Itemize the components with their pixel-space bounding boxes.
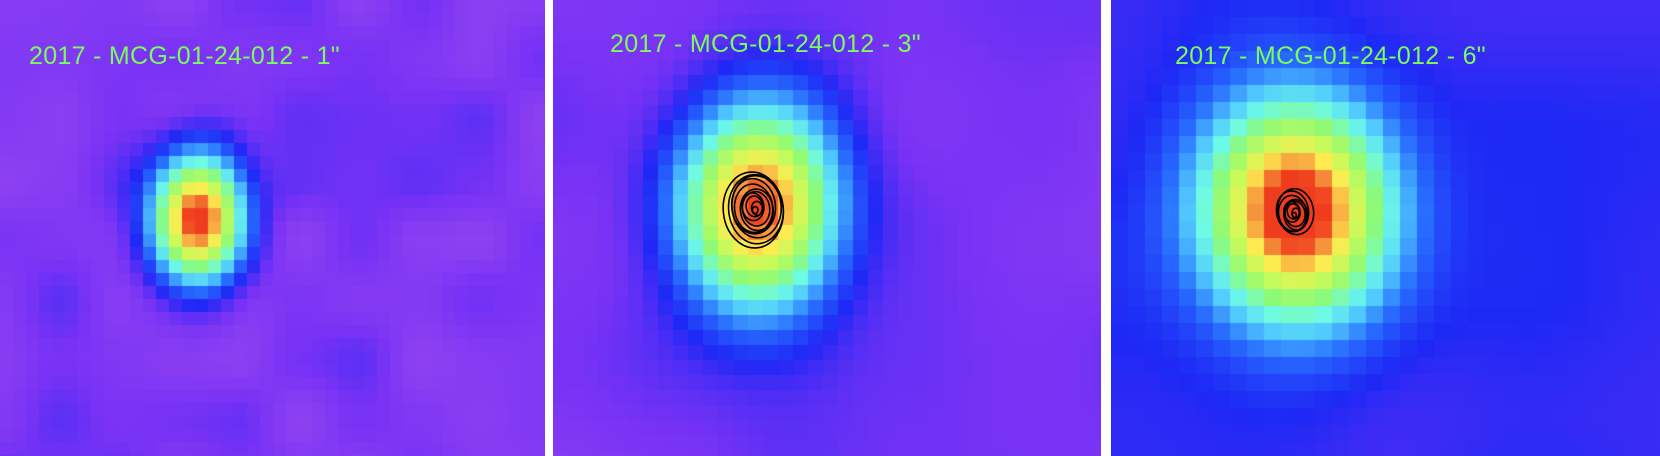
- contour-line: [731, 174, 783, 239]
- panel-label: 2017 - MCG-01-24-012 - 3": [610, 30, 921, 58]
- intensity-map: [0, 0, 545, 456]
- contour-line: [741, 190, 771, 227]
- contour-line: [1284, 200, 1306, 228]
- contour-line: [1276, 187, 1315, 236]
- contour-overlay: [722, 171, 785, 249]
- panel-label: 2017 - MCG-01-24-012 - 6": [1175, 42, 1486, 70]
- contour-line: [745, 195, 764, 218]
- image-panel-6in: 2017 - MCG-01-24-012 - 6": [1111, 0, 1660, 456]
- contour-line: [1275, 190, 1310, 233]
- panel-label: 2017 - MCG-01-24-012 - 1": [29, 42, 340, 70]
- intensity-map: [553, 0, 1101, 456]
- intensity-map: [1111, 0, 1660, 456]
- contour-line: [722, 171, 785, 249]
- image-panel-1in: 2017 - MCG-01-24-012 - 1": [0, 0, 545, 456]
- contour-overlay: [1275, 187, 1315, 236]
- contour-line: [733, 183, 774, 234]
- image-panel-3in: 2017 - MCG-01-24-012 - 3": [553, 0, 1101, 456]
